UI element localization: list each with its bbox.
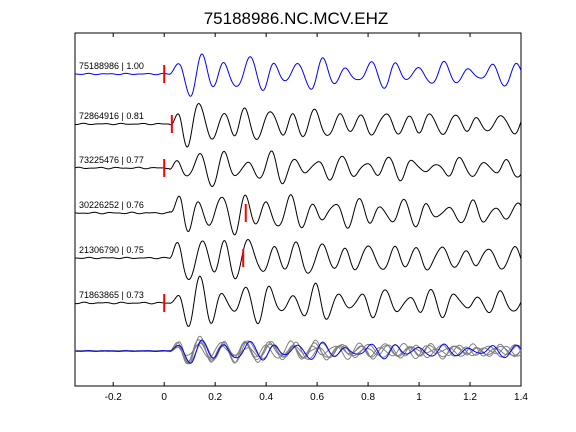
stacked-overlay-group xyxy=(74,335,522,365)
x-tick-label-8: 1.4 xyxy=(514,392,528,403)
x-tick-label-0: -0.2 xyxy=(105,392,123,403)
trace-label-1: 72864916 | 0.81 xyxy=(79,111,144,121)
x-tick-label-1: 0 xyxy=(161,392,167,403)
x-axis: -0.2 0 0.2 0.4 0.6 0.8 1 1.2 1.4 xyxy=(105,33,528,403)
x-tick-label-7: 1.2 xyxy=(463,392,477,403)
trace-line-3 xyxy=(74,194,522,236)
trace-label-group: 75188986 | 1.00 72864916 | 0.81 73225476 |… xyxy=(79,61,144,300)
plot-area-frame xyxy=(74,32,522,387)
trace-group xyxy=(74,53,522,327)
x-tick-label-2: 0.2 xyxy=(208,392,222,403)
trace-line-1 xyxy=(74,103,522,148)
x-tick-label-6: 1 xyxy=(416,392,422,403)
trace-label-3: 30226252 | 0.76 xyxy=(79,200,144,210)
x-tick-label-5: 0.8 xyxy=(361,392,375,403)
trace-line-4 xyxy=(75,238,522,280)
trace-line-5 xyxy=(74,275,522,327)
x-tick-label-3: 0.4 xyxy=(259,392,273,403)
trace-label-4: 21306790 | 0.75 xyxy=(79,245,144,255)
trace-label-5: 71863865 | 0.73 xyxy=(79,290,144,300)
x-tick-label-4: 0.6 xyxy=(310,392,324,403)
pick-marker-group xyxy=(163,65,247,312)
chart-title: 75188986.NC.MCV.EHZ xyxy=(204,9,389,28)
trace-line-0 xyxy=(74,53,522,97)
stack-reference-trace xyxy=(74,339,522,364)
trace-label-0: 75188986 | 1.00 xyxy=(79,61,144,71)
trace-label-2: 73225476 | 0.77 xyxy=(79,155,144,165)
stack-trace-5 xyxy=(74,335,522,365)
trace-line-2 xyxy=(74,150,522,187)
